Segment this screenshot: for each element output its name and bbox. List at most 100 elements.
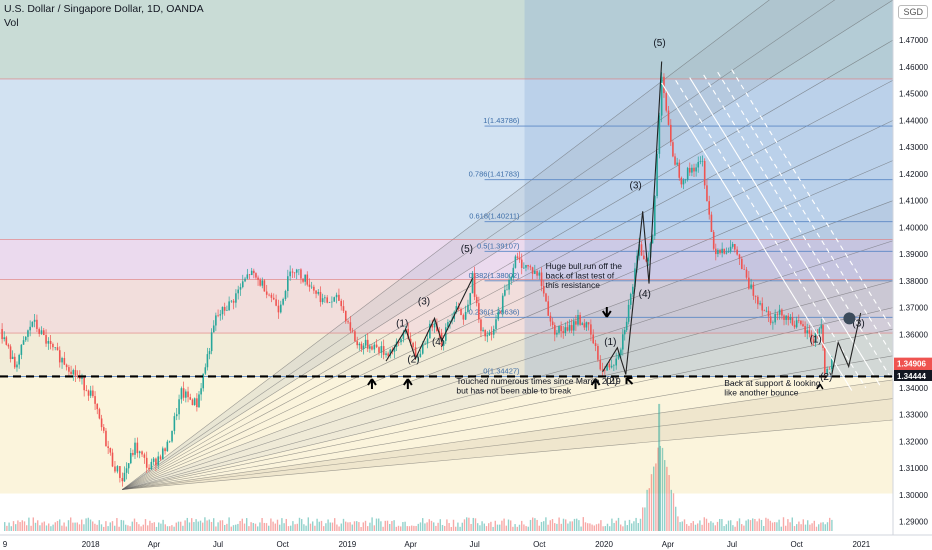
fib-label: 0.5(1.39107) (477, 241, 520, 250)
volume-bar (342, 518, 345, 531)
volume-bar (15, 524, 17, 531)
candle-body (362, 345, 365, 350)
candle-body (592, 334, 595, 344)
candle-body (397, 341, 400, 343)
volume-bar (12, 521, 15, 531)
volume-bar (554, 523, 556, 531)
fan-line (122, 0, 770, 490)
volume-bar (287, 526, 290, 531)
volume-bar (600, 520, 602, 531)
volume-bar (796, 524, 798, 531)
candle-body (248, 274, 251, 276)
candle-body (818, 328, 821, 334)
wave-label: (4) (639, 289, 651, 300)
volume-bar (37, 520, 39, 531)
volume-bar (587, 523, 589, 531)
volume-bar (345, 521, 347, 531)
volume-bar (380, 521, 382, 531)
candle-body (674, 156, 676, 165)
volume-bar (371, 517, 373, 531)
candle-body (810, 333, 813, 340)
volume-bar (114, 525, 116, 531)
candle-body (643, 255, 645, 260)
candle-body (708, 201, 710, 215)
candle-body (703, 160, 706, 186)
volume-bar (17, 520, 19, 531)
volume-bar (705, 518, 708, 531)
volume-bar (369, 522, 371, 531)
volume-bar (316, 518, 318, 531)
volume-bar (576, 518, 578, 531)
candle-body (298, 269, 300, 271)
volume-bar (52, 524, 54, 531)
volume-bar (182, 525, 184, 531)
volume-bar (4, 522, 6, 531)
candle-body (282, 298, 284, 305)
candles (1, 72, 833, 487)
candle-body (239, 287, 242, 290)
volume-bar (323, 526, 325, 531)
volume-bar (503, 518, 505, 531)
candle-body (331, 301, 333, 303)
volume-bar (248, 526, 250, 531)
y-tick-label: 1.31000 (899, 464, 928, 473)
volume-bar (822, 522, 824, 531)
volume-bar (593, 525, 595, 531)
volume-bar (166, 526, 169, 531)
candle-body (321, 298, 324, 303)
candle-body (45, 335, 47, 344)
volume-bar (23, 521, 26, 531)
volume-bar (329, 522, 331, 531)
volume-bar (591, 524, 593, 531)
candle-body (682, 180, 685, 185)
volume-bar (767, 518, 769, 531)
y-tick-label: 1.37000 (899, 304, 928, 313)
volume-bar (606, 523, 609, 531)
volume-bar (96, 524, 98, 531)
volume-bar (681, 521, 683, 531)
volume-bar (631, 523, 633, 531)
fan-line (122, 0, 894, 490)
volume-bar (226, 523, 228, 531)
candle-body (680, 177, 683, 185)
volume-bar (349, 522, 351, 531)
down-arrow (601, 307, 612, 318)
volume-bar (758, 518, 760, 531)
volume-bar (232, 525, 235, 531)
volume-bar (435, 525, 437, 531)
fib-label: 0.382(1.38002) (469, 271, 520, 280)
candle-body (575, 321, 577, 325)
volume-bar (470, 523, 472, 531)
volume-bar (116, 518, 118, 531)
volume-bar (802, 519, 804, 531)
rocket-icon (843, 312, 856, 325)
candle-body (672, 142, 674, 157)
y-tick-label: 1.47000 (899, 36, 928, 45)
candle-body (9, 346, 12, 360)
candle-body (495, 319, 497, 330)
fan-line (122, 280, 894, 490)
candle-body (351, 330, 354, 332)
fib-label: 0.236(1.36636) (469, 307, 520, 316)
volume-bar (573, 518, 576, 531)
candle-body (33, 319, 36, 322)
candle-body (102, 427, 105, 431)
volume-bar (373, 525, 375, 531)
candle-body (520, 259, 523, 268)
candle-body (210, 332, 213, 352)
candle-body (610, 365, 613, 368)
candle-body (105, 430, 107, 447)
y-tick-label: 1.43000 (899, 143, 928, 152)
volume-bar (448, 523, 450, 531)
volume-bar (138, 524, 140, 531)
volume-bar (699, 520, 701, 531)
candle-body (116, 466, 119, 472)
candle-body (16, 364, 18, 368)
candle-body (40, 330, 43, 334)
volume-bar (353, 521, 356, 531)
candle-body (757, 296, 759, 305)
candle-body (250, 270, 253, 275)
candle-body (667, 110, 670, 125)
currency-badge[interactable]: SGD (898, 5, 928, 19)
